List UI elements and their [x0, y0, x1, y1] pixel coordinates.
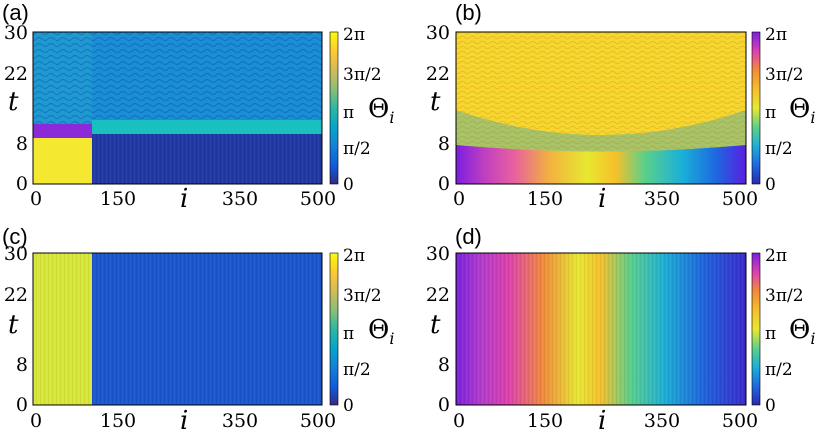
cb-label-a: Θi [368, 94, 394, 127]
x-ticks-d: 0 150 i 350 500 [453, 406, 758, 435]
x-tick-a-350: 350 [222, 188, 258, 210]
cb-tick-b-2pi: 2π [765, 25, 787, 45]
y-tick-b-8: 8 [438, 133, 450, 155]
cb-tick-a-pi2: π/2 [343, 139, 371, 159]
cb-label-d: Θi [789, 315, 815, 348]
heatmap-d [456, 253, 746, 405]
x-tick-b-500: 500 [722, 188, 758, 210]
cb-tick-b-pi: π [765, 103, 776, 123]
x-ticks-b: 0 150 i 350 500 [453, 184, 758, 214]
x-tick-a-500: 500 [300, 188, 336, 210]
x-tick-b-350: 350 [644, 188, 680, 210]
x-tick-b-150: 150 [527, 188, 563, 210]
x-label-b: i [598, 184, 606, 214]
x-tick-d-500: 500 [722, 410, 758, 432]
cb-tick-a-3pi2: 3π/2 [343, 65, 382, 85]
panel-label-d: (d) [455, 224, 482, 249]
cb-tick-a-pi: π [343, 103, 354, 123]
panel-d: (d) 0 8 22 30 t 0 150 i 350 500 2π 3π/2 … [426, 224, 816, 435]
y-label-c: t [8, 310, 19, 340]
x-ticks-a: 0 150 i 350 500 [30, 184, 336, 214]
panel-a: (a) 0 8 22 30 t 0 150 i 350 [2, 0, 394, 214]
cb-tick-c-pi2: π/2 [343, 360, 371, 380]
y-label-b: t [430, 87, 441, 117]
y-label-d: t [430, 310, 441, 340]
x-tick-c-0: 0 [30, 410, 42, 432]
cb-tick-a-2pi: 2π [343, 25, 365, 45]
y-tick-a-8: 8 [16, 133, 28, 155]
x-tick-c-150: 150 [100, 410, 136, 432]
x-tick-a-150: 150 [100, 188, 136, 210]
y-tick-c-0: 0 [16, 394, 28, 416]
cb-tick-d-0: 0 [765, 396, 776, 416]
cb-tick-d-3pi2: 3π/2 [765, 286, 804, 306]
x-label-c: i [180, 406, 188, 435]
heatmap-b-transition-band [456, 110, 746, 154]
y-ticks-a: 0 8 22 30 t [4, 22, 28, 195]
colorbar-b: 2π 3π/2 π π/2 0 Θi [751, 25, 815, 195]
heatmap-a-left-low [33, 138, 92, 184]
heatmap-a [33, 32, 322, 184]
y-tick-d-0: 0 [438, 394, 450, 416]
y-ticks-c: 0 8 22 30 t [4, 243, 28, 416]
panel-label-a: (a) [2, 0, 29, 25]
y-ticks-b: 0 8 22 30 t [426, 22, 450, 195]
y-tick-c-8: 8 [16, 354, 28, 376]
x-tick-a-0: 0 [30, 188, 42, 210]
panel-b: (b) 0 8 22 30 t 0 150 i 350 500 2π 3π/2 … [426, 0, 816, 214]
cb-tick-b-3pi2: 3π/2 [765, 65, 804, 85]
heatmap-b [456, 32, 746, 184]
heatmap-c [33, 253, 322, 405]
x-label-a: i [180, 184, 188, 214]
x-tick-c-350: 350 [222, 410, 258, 432]
cb-tick-b-0: 0 [765, 175, 776, 195]
cb-tick-c-2pi: 2π [343, 246, 365, 266]
cb-label-c: Θi [368, 315, 394, 348]
cb-tick-c-3pi2: 3π/2 [343, 286, 382, 306]
colorbar-d: 2π 3π/2 π π/2 0 Θi [751, 246, 815, 416]
y-tick-a-0: 0 [16, 173, 28, 195]
y-tick-b-30: 30 [426, 22, 450, 44]
x-tick-b-0: 0 [453, 188, 465, 210]
cb-tick-d-2pi: 2π [765, 246, 787, 266]
x-tick-d-0: 0 [453, 410, 465, 432]
cb-tick-c-0: 0 [343, 396, 354, 416]
heatmap-b-lower-gradient [456, 145, 746, 184]
x-tick-d-350: 350 [644, 410, 680, 432]
x-tick-d-150: 150 [527, 410, 563, 432]
cb-tick-d-pi: π [765, 324, 776, 344]
y-ticks-d: 0 8 22 30 t [426, 243, 450, 416]
y-label-a: t [8, 87, 19, 117]
cb-tick-d-pi2: π/2 [765, 360, 793, 380]
cb-tick-b-pi2: π/2 [765, 139, 793, 159]
y-tick-c-30: 30 [4, 243, 28, 265]
cb-tick-c-pi: π [343, 324, 354, 344]
y-tick-d-30: 30 [426, 243, 450, 265]
panel-label-b: (b) [455, 0, 482, 25]
panel-label-c: (c) [2, 224, 28, 249]
heatmap-a-right-transition [92, 120, 322, 134]
colorbar-a: 2π 3π/2 π π/2 0 Θi [329, 25, 394, 195]
y-tick-b-0: 0 [438, 173, 450, 195]
x-label-d: i [598, 406, 606, 435]
y-tick-a-22: 22 [4, 63, 28, 85]
x-ticks-c: 0 150 i 350 500 [30, 406, 336, 435]
y-tick-a-30: 30 [4, 22, 28, 44]
colorbar-c: 2π 3π/2 π π/2 0 Θi [329, 246, 394, 416]
cb-label-b: Θi [789, 94, 815, 127]
panel-c: (c) 0 8 22 30 t 0 150 i 350 500 2π 3π/2 … [2, 224, 394, 435]
y-tick-b-22: 22 [426, 63, 450, 85]
x-tick-c-500: 500 [300, 410, 336, 432]
heatmap-a-left-spike [33, 124, 92, 138]
y-tick-d-8: 8 [438, 354, 450, 376]
y-tick-d-22: 22 [426, 284, 450, 306]
cb-tick-a-0: 0 [343, 175, 354, 195]
y-tick-c-22: 22 [4, 284, 28, 306]
